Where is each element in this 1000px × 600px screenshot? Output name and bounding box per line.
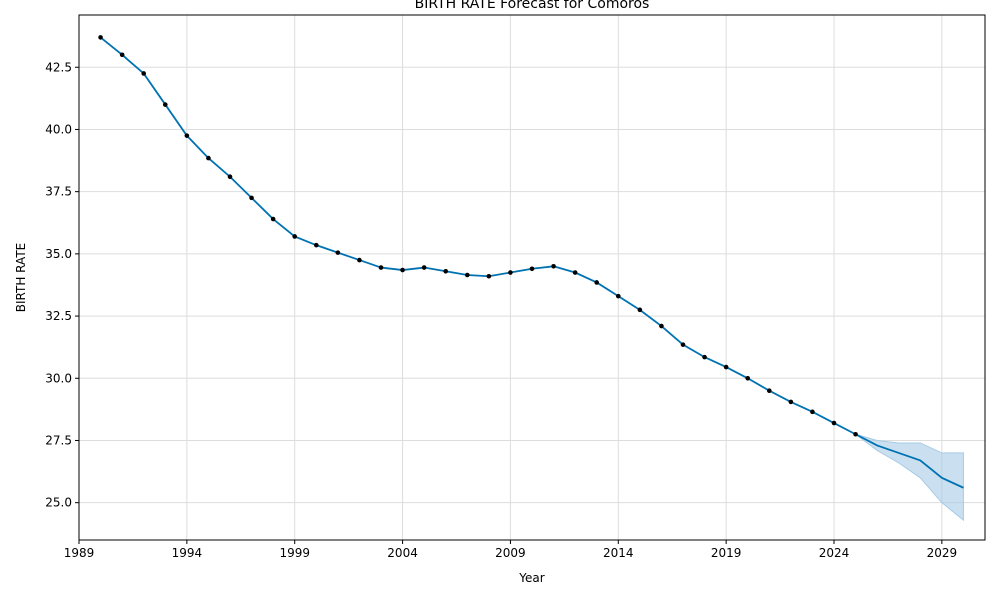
- x-axis-label: Year: [518, 571, 544, 585]
- observed-point: [810, 409, 815, 415]
- observed-point: [227, 174, 233, 180]
- y-tick-label: 32.5: [45, 309, 72, 323]
- observed-point: [680, 342, 686, 347]
- confidence-band: [855, 433, 964, 522]
- x-tick-label: 1994: [172, 546, 203, 560]
- observed-point: [551, 264, 556, 269]
- observed-point: [486, 273, 492, 279]
- observed-point: [400, 267, 405, 273]
- observed-point: [141, 71, 147, 76]
- y-tick-label: 27.5: [45, 433, 72, 447]
- observed-point: [637, 307, 643, 313]
- observed-point: [162, 102, 168, 107]
- observed-point: [184, 133, 190, 138]
- y-tick-label: 40.0: [45, 122, 72, 136]
- observed-point: [788, 399, 794, 405]
- observed-point: [357, 257, 362, 263]
- observed-point: [766, 388, 772, 394]
- y-tick-label: 30.0: [45, 371, 72, 385]
- observed-point: [659, 323, 664, 329]
- y-tick-label: 37.5: [45, 185, 72, 199]
- observed-point: [702, 354, 707, 360]
- grid-layer: [78, 15, 985, 540]
- observed-point: [615, 293, 621, 299]
- x-tick-label: 2014: [603, 546, 634, 560]
- tick-layer: 1989 1994 1999 2004 2009 2014 2019 2024 2029 25.0…: [45, 60, 957, 560]
- observed-point: [270, 216, 276, 222]
- observed-point: [594, 280, 600, 285]
- x-tick-label: 2024: [819, 546, 850, 560]
- observed-point: [313, 242, 319, 248]
- x-tick-label: 2004: [387, 546, 418, 560]
- observed-point: [745, 375, 751, 381]
- observed-point: [335, 250, 341, 255]
- x-tick-label: 1989: [64, 546, 95, 560]
- x-tick-label: 2009: [495, 546, 526, 560]
- confidence-band-layer: [855, 433, 964, 522]
- observed-point: [831, 420, 837, 426]
- observed-point: [853, 431, 858, 437]
- observed-point: [119, 52, 125, 58]
- observed-point: [529, 266, 535, 272]
- chart-title: BIRTH RATE Forecast for Comoros: [415, 0, 650, 12]
- observed-point: [723, 364, 729, 370]
- observed-point: [98, 35, 103, 40]
- y-axis-label: BIRTH RATE: [14, 243, 28, 312]
- observed-point: [572, 270, 578, 275]
- observed-point: [443, 268, 449, 274]
- observed-point: [378, 265, 384, 270]
- plot-frame: [78, 14, 986, 541]
- observed-point: [206, 155, 211, 161]
- y-tick-label: 35.0: [45, 247, 72, 261]
- observed-point: [508, 270, 513, 275]
- observed-point: [464, 272, 470, 278]
- x-tick-label: 1999: [279, 546, 310, 560]
- observed-point: [292, 234, 298, 239]
- y-tick-label: 25.0: [45, 496, 72, 510]
- x-tick-label: 2019: [711, 546, 742, 560]
- y-tick-label: 42.5: [45, 60, 72, 74]
- x-tick-label: 2029: [927, 546, 958, 560]
- observed-points-layer: [98, 35, 858, 437]
- observed-point: [421, 265, 427, 270]
- observed-point: [249, 195, 254, 201]
